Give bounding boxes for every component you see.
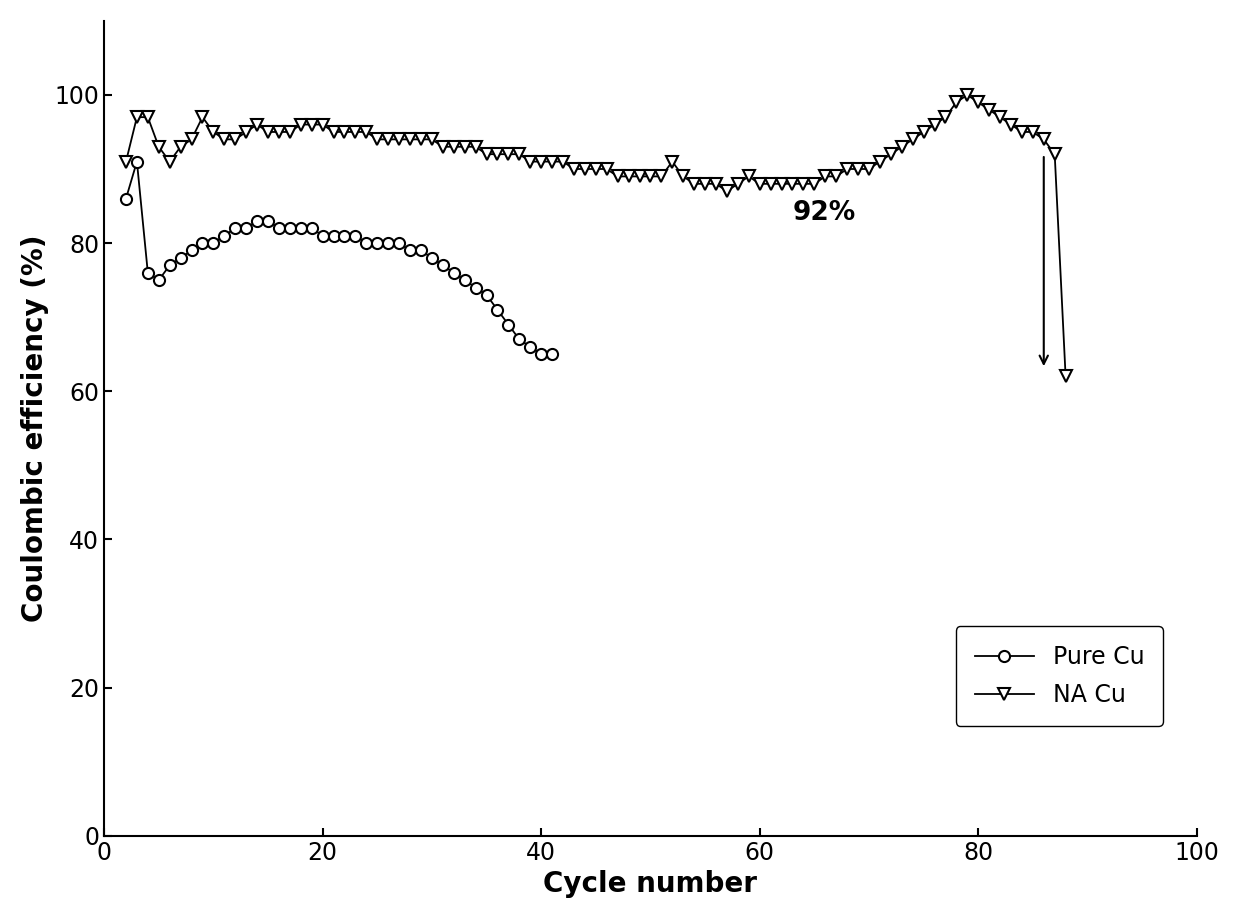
Pure Cu	[544, 348, 559, 359]
Pure Cu	[272, 222, 286, 233]
Pure Cu	[326, 230, 341, 241]
Pure Cu	[501, 319, 516, 330]
Pure Cu	[195, 238, 210, 249]
Pure Cu	[458, 275, 472, 286]
Pure Cu	[239, 222, 254, 233]
Pure Cu	[392, 238, 407, 249]
Pure Cu	[479, 289, 494, 301]
Pure Cu	[184, 245, 198, 256]
Pure Cu	[381, 238, 396, 249]
Pure Cu	[162, 260, 177, 271]
Text: 92%: 92%	[792, 200, 856, 226]
Pure Cu	[370, 238, 384, 249]
NA Cu	[960, 89, 975, 100]
Line: NA Cu: NA Cu	[120, 88, 1071, 382]
Pure Cu	[469, 282, 484, 293]
Pure Cu	[119, 193, 134, 204]
Pure Cu	[315, 230, 330, 241]
Pure Cu	[435, 260, 450, 271]
NA Cu	[1058, 371, 1073, 382]
Y-axis label: Coulombic efficiency (%): Coulombic efficiency (%)	[21, 234, 48, 622]
NA Cu	[588, 164, 603, 175]
Pure Cu	[304, 222, 319, 233]
NA Cu	[883, 149, 898, 160]
Pure Cu	[294, 222, 309, 233]
Pure Cu	[283, 222, 298, 233]
Pure Cu	[217, 230, 232, 241]
Pure Cu	[337, 230, 352, 241]
Pure Cu	[249, 215, 264, 226]
Pure Cu	[424, 253, 439, 264]
Pure Cu	[512, 334, 527, 345]
NA Cu	[272, 127, 286, 138]
Legend: Pure Cu, NA Cu: Pure Cu, NA Cu	[956, 626, 1163, 726]
Pure Cu	[358, 238, 373, 249]
X-axis label: Cycle number: Cycle number	[543, 870, 758, 898]
Pure Cu	[228, 222, 243, 233]
Pure Cu	[140, 267, 155, 278]
NA Cu	[326, 127, 341, 138]
Pure Cu	[523, 341, 538, 352]
Pure Cu	[348, 230, 363, 241]
Pure Cu	[174, 253, 188, 264]
Pure Cu	[414, 245, 429, 256]
Pure Cu	[490, 304, 505, 315]
NA Cu	[119, 156, 134, 167]
Pure Cu	[260, 215, 275, 226]
Pure Cu	[129, 156, 144, 167]
Pure Cu	[403, 245, 418, 256]
Pure Cu	[533, 348, 548, 359]
NA Cu	[512, 149, 527, 160]
Line: Pure Cu: Pure Cu	[120, 156, 558, 359]
Pure Cu	[446, 267, 461, 278]
Pure Cu	[206, 238, 221, 249]
Pure Cu	[151, 275, 166, 286]
NA Cu	[392, 134, 407, 145]
